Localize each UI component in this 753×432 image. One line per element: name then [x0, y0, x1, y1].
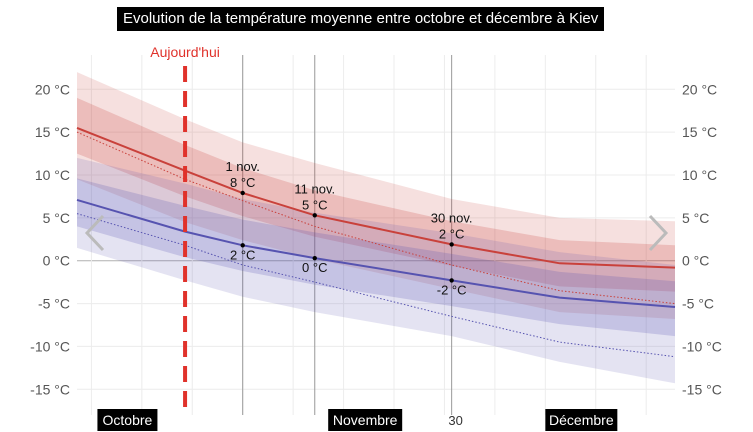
annotation-value-1: 5 °C: [302, 197, 327, 212]
annotation-point-4: [312, 255, 317, 261]
y-tick-left-0: 20 °C: [35, 81, 70, 97]
y-tick-right-0: 20 °C: [682, 81, 717, 97]
month-label-1: Novembre: [333, 412, 398, 428]
y-tick-left-3: 5 °C: [43, 210, 70, 226]
y-tick-right-7: -15 °C: [682, 381, 722, 397]
annotation-date-0: 1 nov.: [225, 159, 259, 174]
annotation-value-0: 8 °C: [230, 175, 255, 190]
previous-arrow-icon[interactable]: [84, 214, 106, 252]
x-axis: Octobre Novembre Décembre 30: [97, 409, 618, 431]
annotation-point-5: [449, 278, 454, 283]
min-outer-band: [77, 157, 675, 384]
grid: [77, 55, 675, 415]
y-tick-left-6: -10 °C: [30, 338, 70, 354]
y-tick-left-5: -5 °C: [38, 296, 70, 312]
y-tick-left-4: 0 °C: [43, 253, 70, 269]
annotation-point-0: [240, 190, 245, 196]
annotation-point-2: [449, 242, 454, 247]
annotation-date-2: 30 nov.: [431, 210, 473, 225]
max-record-line: [76, 131, 676, 305]
y-tick-right-4: 0 °C: [682, 253, 709, 269]
annotations: 1 nov.8 °C 11 nov.5 °C30 nov.2 °C2 °C0 °C…: [225, 159, 472, 297]
x-day-label: 30: [448, 413, 462, 428]
annotation-value-3: 2 °C: [230, 247, 255, 262]
annotation-value-4: 0 °C: [302, 260, 327, 275]
today-label: Aujourd'hui: [150, 44, 220, 60]
y-tick-right-3: 5 °C: [682, 210, 709, 226]
month-label-0: Octobre: [103, 412, 153, 428]
month-label-bg-1: [328, 409, 403, 431]
y-tick-right-6: -10 °C: [682, 338, 722, 354]
annotation-value-2: 2 °C: [439, 226, 464, 241]
y-tick-right-5: -5 °C: [682, 296, 714, 312]
today-marker: Aujourd'hui: [150, 44, 220, 415]
month-label-bg-2: [545, 409, 618, 431]
y-tick-left-2: 10 °C: [35, 167, 70, 183]
month-label-2: Décembre: [549, 412, 614, 428]
y-tick-right-2: 10 °C: [682, 167, 717, 183]
y-tick-left-1: 15 °C: [35, 124, 70, 140]
next-arrow-icon[interactable]: [647, 214, 669, 252]
chart-title: Evolution de la température moyenne entr…: [117, 7, 605, 31]
min-inner-band: [77, 178, 675, 337]
annotation-date-1: 11 nov.: [294, 181, 335, 196]
annotation-value-5: -2 °C: [437, 282, 467, 297]
y-axes: 20 °C 20 °C 15 °C 15 °C 10 °C 10 °C 5 °C 5 °C 0 …: [30, 81, 722, 397]
month-label-bg-0: [97, 409, 158, 431]
annotation-point-3: [240, 243, 245, 248]
y-tick-right-1: 15 °C: [682, 124, 717, 140]
max-inner-band: [77, 97, 675, 292]
y-tick-left-7: -15 °C: [30, 381, 70, 397]
annotation-point-1: [312, 213, 317, 218]
